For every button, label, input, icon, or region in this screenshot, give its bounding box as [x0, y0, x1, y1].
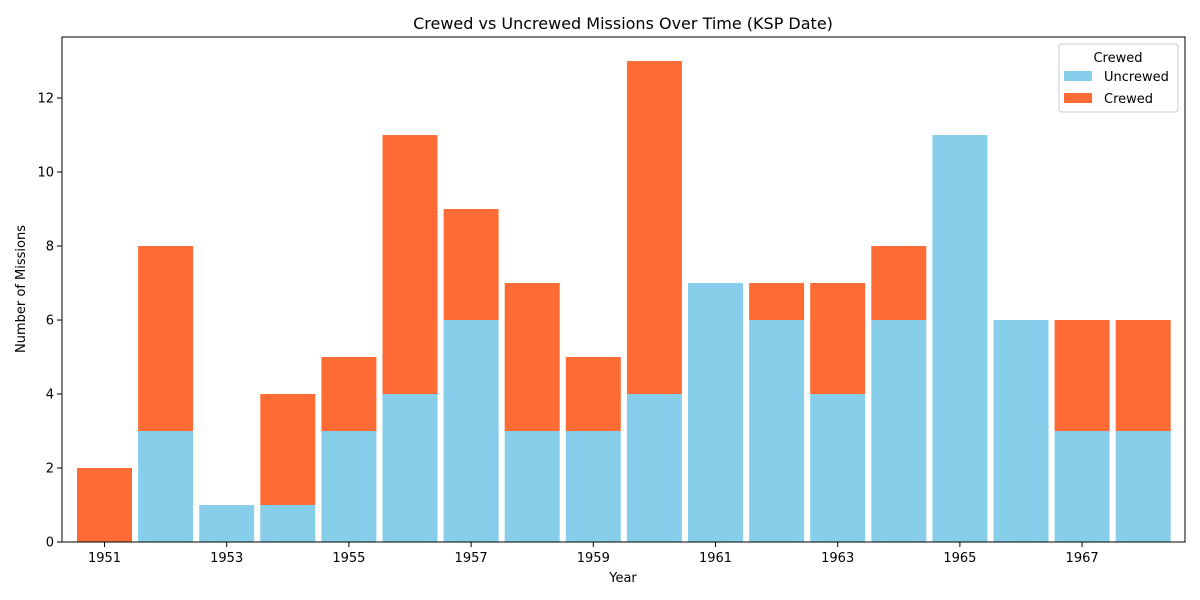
plot-frame [61, 36, 1186, 543]
legend-label-uncrewed: Uncrewed [1104, 70, 1169, 85]
y-tick-label: 0 [46, 536, 54, 551]
bar-uncrewed-1957 [443, 320, 499, 542]
bar-uncrewed-1959 [565, 431, 621, 542]
bar-uncrewed-1953 [199, 505, 255, 542]
bar-uncrewed-1958 [504, 431, 560, 542]
bar-crewed-1954 [260, 394, 316, 505]
x-tick-label: 1955 [332, 551, 365, 566]
x-tick-label: 1965 [943, 551, 976, 566]
x-tick-label: 1967 [1066, 551, 1099, 566]
y-axis-label: Number of Missions [14, 225, 29, 353]
x-tick-label: 1959 [577, 551, 610, 566]
bar-crewed-1958 [504, 283, 560, 432]
x-axis: 1951 1953 1955 1957 1959 1961 1963 1965 1967 [88, 542, 1099, 566]
y-axis: 0 2 4 6 8 10 12 [37, 92, 62, 551]
bar-uncrewed-1960 [626, 394, 682, 542]
legend: Crewed Uncrewed Crewed [1058, 43, 1179, 113]
bar-uncrewed-1964 [871, 320, 927, 542]
legend-swatch-uncrewed [1064, 71, 1092, 81]
bar-uncrewed-1954 [260, 505, 316, 542]
x-tick-label: 1961 [699, 551, 732, 566]
bar-crewed-1962 [749, 283, 805, 321]
x-tick-label: 1951 [88, 551, 121, 566]
bar-uncrewed-1967 [1054, 431, 1110, 542]
bar-crewed-1951 [77, 468, 132, 542]
bar-crewed-1952 [138, 246, 194, 432]
x-tick-label: 1953 [210, 551, 243, 566]
bar-uncrewed-1955 [321, 431, 377, 542]
bar-uncrewed-1965 [932, 135, 988, 543]
x-tick-label: 1963 [821, 551, 854, 566]
bar-uncrewed-1966 [993, 320, 1049, 542]
y-tick-label: 10 [37, 166, 54, 181]
bar-crewed-1960 [626, 61, 682, 395]
bar-uncrewed-1962 [749, 320, 805, 542]
legend-swatch-crewed [1064, 93, 1092, 103]
bar-uncrewed-1956 [382, 394, 438, 542]
y-tick-label: 12 [37, 92, 54, 107]
y-tick-label: 2 [46, 462, 54, 477]
bar-crewed-1957 [443, 209, 499, 321]
legend-label-crewed: Crewed [1104, 92, 1153, 107]
bar-uncrewed-1961 [688, 283, 743, 542]
x-tick-label: 1957 [455, 551, 488, 566]
y-tick-label: 6 [46, 314, 54, 329]
chart-title: Crewed vs Uncrewed Missions Over Time (K… [413, 14, 833, 33]
bar-crewed-1956 [382, 135, 438, 395]
bars-group [77, 61, 1171, 543]
bar-uncrewed-1963 [810, 394, 866, 542]
bar-uncrewed-1968 [1115, 431, 1171, 542]
y-tick-label: 8 [46, 240, 54, 255]
bar-uncrewed-1952 [138, 431, 194, 542]
bar-crewed-1963 [810, 283, 866, 395]
bar-crewed-1959 [565, 357, 621, 432]
x-axis-label: Year [608, 571, 637, 586]
bar-crewed-1955 [321, 357, 377, 432]
bar-crewed-1968 [1115, 320, 1171, 432]
bar-crewed-1964 [871, 246, 927, 321]
bar-crewed-1967 [1054, 320, 1110, 432]
legend-title: Crewed [1093, 51, 1142, 66]
y-tick-label: 4 [46, 388, 54, 403]
